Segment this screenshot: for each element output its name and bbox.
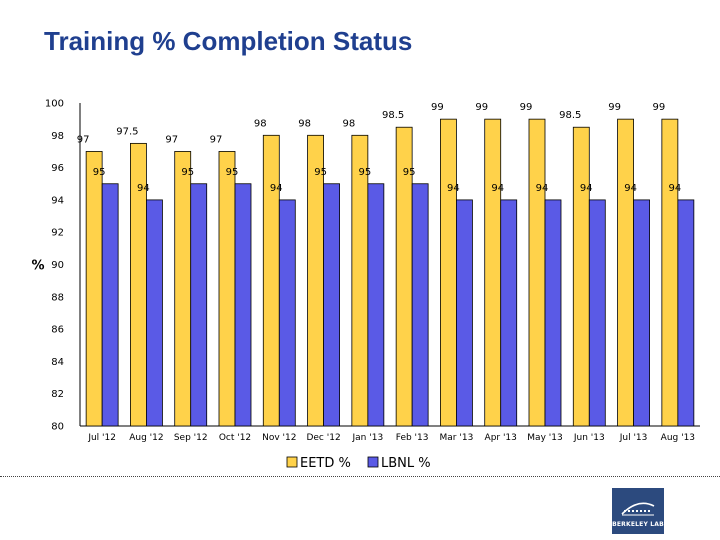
x-tick-label: Jun '13 xyxy=(573,433,605,443)
data-label-eetd: 98.5 xyxy=(559,110,581,121)
data-label-eetd: 99 xyxy=(475,102,488,113)
chart-axes: 80 82 84 86 88 90 92 94 96 98 100% Jul '12 Aug '12 Se… xyxy=(31,99,700,443)
data-label-lbnl: 94 xyxy=(270,183,283,194)
y-axis-label: % xyxy=(31,259,44,274)
data-label-eetd: 97 xyxy=(77,134,90,145)
data-label-eetd: 98 xyxy=(298,118,311,129)
bar-lbnl xyxy=(456,199,473,427)
y-tick-label: 84 xyxy=(51,357,64,368)
bar-eetd xyxy=(174,151,192,427)
data-label-lbnl: 95 xyxy=(226,167,239,178)
bar-lbnl xyxy=(500,199,518,427)
x-tick-label: May '13 xyxy=(527,433,562,443)
lab-building-icon xyxy=(621,502,655,516)
data-label-eetd: 97 xyxy=(165,134,178,145)
bar-eetd xyxy=(85,151,103,427)
y-tick-label: 92 xyxy=(51,228,64,239)
y-tick-label: 94 xyxy=(51,195,64,206)
x-tick-label: Aug '12 xyxy=(129,433,163,443)
data-label-eetd: 99 xyxy=(431,102,444,113)
data-label-lbnl: 94 xyxy=(137,183,150,194)
x-tick-label: Jul '12 xyxy=(87,433,116,443)
chart-data-labels: 97 95 97.5 94 97 95 97 95 98 94 98 95 98 95 98.5 95 99 94… xyxy=(77,102,681,194)
x-tick-label: Feb '13 xyxy=(396,433,429,443)
bar-eetd xyxy=(661,118,679,427)
bar-lbnl xyxy=(411,183,429,427)
bar-lbnl xyxy=(367,183,385,427)
bar-eetd xyxy=(262,134,280,427)
data-label-lbnl: 94 xyxy=(580,183,593,194)
data-label-lbnl: 94 xyxy=(668,183,681,194)
data-label-eetd: 97 xyxy=(210,134,223,145)
data-label-lbnl: 95 xyxy=(358,167,371,178)
bar-lbnl xyxy=(323,183,340,427)
x-tick-label: Oct '12 xyxy=(219,433,251,443)
y-tick-label: 90 xyxy=(51,260,64,271)
logo-text: BERKELEY LAB xyxy=(612,521,664,528)
data-label-eetd: 99 xyxy=(652,102,665,113)
data-label-lbnl: 95 xyxy=(93,167,106,178)
chart-legend: EETD % LBNL % xyxy=(286,456,431,471)
x-tick-label: Nov '12 xyxy=(262,433,296,443)
legend-label-eetd: EETD % xyxy=(300,456,351,471)
bar-eetd xyxy=(528,118,546,427)
legend-label-lbnl: LBNL % xyxy=(381,456,431,471)
footer-divider xyxy=(0,476,720,477)
bar-lbnl xyxy=(146,199,163,427)
chart-bars xyxy=(85,118,695,427)
bar-eetd xyxy=(617,118,634,427)
bar-eetd xyxy=(351,134,369,427)
y-tick-label: 80 xyxy=(51,422,64,433)
bar-lbnl xyxy=(278,199,296,427)
data-label-eetd: 99 xyxy=(608,102,621,113)
bar-lbnl xyxy=(234,183,252,427)
data-label-lbnl: 95 xyxy=(181,167,194,178)
data-label-lbnl: 94 xyxy=(447,183,460,194)
y-tick-label: 98 xyxy=(51,131,64,142)
y-tick-label: 88 xyxy=(51,292,64,303)
y-tick-label: 96 xyxy=(51,163,64,174)
data-label-lbnl: 95 xyxy=(314,167,327,178)
x-tick-label: Sep '12 xyxy=(174,433,208,443)
bar-lbnl xyxy=(677,199,695,427)
bar-eetd xyxy=(572,126,590,427)
y-tick-label: 82 xyxy=(51,389,64,400)
bar-eetd xyxy=(440,118,457,427)
bar-lbnl xyxy=(190,183,208,427)
x-tick-label: Mar '13 xyxy=(440,433,474,443)
data-label-lbnl: 94 xyxy=(624,183,637,194)
data-label-lbnl: 94 xyxy=(491,183,504,194)
legend-swatch-eetd xyxy=(286,456,298,468)
legend-swatch-lbnl xyxy=(367,456,379,468)
bar-eetd xyxy=(484,118,502,427)
bar-lbnl xyxy=(633,199,650,427)
data-label-lbnl: 95 xyxy=(403,167,416,178)
bar-lbnl xyxy=(544,199,562,427)
x-tick-label: Jul '13 xyxy=(619,433,648,443)
data-label-eetd: 98 xyxy=(342,118,355,129)
y-tick-label: 100 xyxy=(45,99,64,110)
data-label-lbnl: 94 xyxy=(536,183,549,194)
x-tick-label: Apr '13 xyxy=(485,433,517,443)
data-label-eetd: 98.5 xyxy=(382,110,404,121)
bar-eetd xyxy=(307,134,324,427)
x-tick-label: Aug '13 xyxy=(661,433,695,443)
data-label-eetd: 97.5 xyxy=(116,126,138,137)
bar-eetd xyxy=(218,151,236,427)
data-label-eetd: 99 xyxy=(520,102,533,113)
y-tick-label: 86 xyxy=(51,325,64,336)
page-title: Training % Completion Status xyxy=(44,26,413,56)
x-tick-label: Jan '13 xyxy=(352,433,384,443)
bar-lbnl xyxy=(588,199,606,427)
x-tick-label: Dec '12 xyxy=(306,433,340,443)
bar-lbnl xyxy=(101,183,119,427)
berkeley-lab-logo: BERKELEY LAB xyxy=(612,488,664,534)
data-label-eetd: 98 xyxy=(254,118,267,129)
